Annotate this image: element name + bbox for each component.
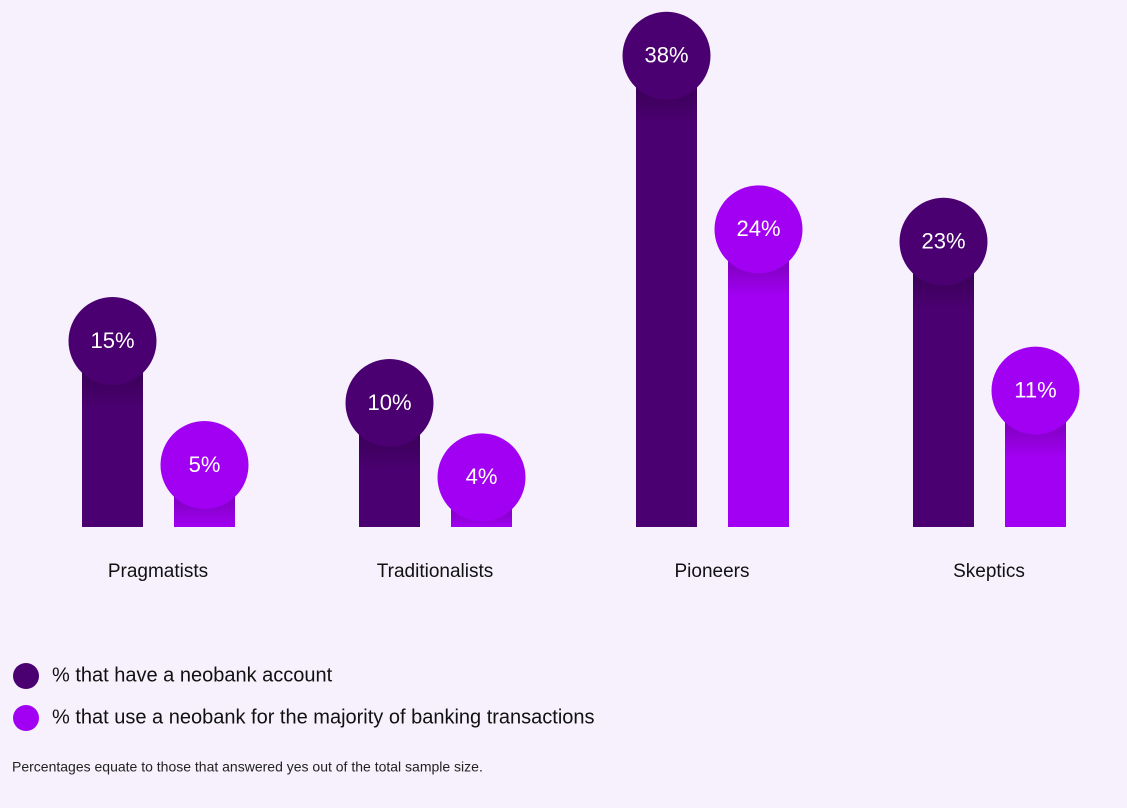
value-bubble xyxy=(437,433,526,522)
data-label: 15% xyxy=(90,328,134,353)
x-tick-label: Skeptics xyxy=(953,561,1025,582)
value-bubble xyxy=(622,11,711,100)
data-label: 23% xyxy=(921,229,965,254)
value-bubble xyxy=(160,421,249,509)
x-tick-label: Pioneers xyxy=(675,561,750,582)
data-label: 11% xyxy=(1014,377,1056,402)
x-tick-label: Pragmatists xyxy=(108,561,208,582)
data-label: 4% xyxy=(466,464,498,489)
data-label: 5% xyxy=(189,452,221,477)
data-label: 24% xyxy=(736,216,780,241)
legend-swatch xyxy=(13,705,39,731)
legend-label: % that use a neobank for the majority of… xyxy=(52,706,595,728)
value-bubble xyxy=(714,185,803,274)
x-tick-label: Traditionalists xyxy=(377,561,494,582)
data-label: 10% xyxy=(367,390,411,415)
value-bubble xyxy=(991,346,1080,435)
bar xyxy=(636,55,697,528)
value-bubble xyxy=(68,297,157,385)
data-label: 38% xyxy=(644,43,688,68)
footnote: Percentages equate to those that answere… xyxy=(12,759,483,775)
legend-swatch xyxy=(13,663,39,689)
legend-label: % that have a neobank account xyxy=(52,664,333,686)
value-bubble xyxy=(345,359,434,447)
value-bubble xyxy=(899,197,988,286)
